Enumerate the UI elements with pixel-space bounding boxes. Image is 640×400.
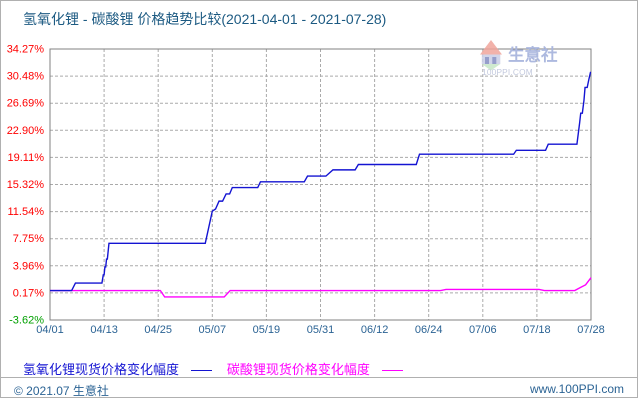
svg-text:07/18: 07/18 [523, 324, 551, 336]
svg-text:07/06: 07/06 [469, 324, 497, 336]
svg-text:0.17%: 0.17% [13, 287, 44, 299]
svg-text:06/24: 06/24 [415, 324, 443, 336]
svg-text:05/07: 05/07 [199, 324, 227, 336]
svg-text:7.75%: 7.75% [13, 233, 44, 245]
svg-text:3.96%: 3.96% [13, 260, 44, 272]
svg-text:06/12: 06/12 [361, 324, 389, 336]
svg-text:15.32%: 15.32% [7, 179, 45, 191]
svg-text:100PPI.COM: 100PPI.COM [482, 67, 533, 77]
svg-text:04/25: 04/25 [144, 324, 172, 336]
svg-text:34.27%: 34.27% [7, 44, 45, 56]
svg-text:19.11%: 19.11% [8, 152, 45, 164]
svg-text:30.48%: 30.48% [7, 71, 45, 83]
svg-text:04/13: 04/13 [90, 324, 118, 336]
svg-text:05/19: 05/19 [253, 324, 281, 336]
svg-text:生意社: 生意社 [508, 45, 558, 65]
svg-text:11.54%: 11.54% [8, 206, 45, 218]
svg-text:22.90%: 22.90% [7, 125, 45, 137]
svg-text:04/01: 04/01 [36, 324, 64, 336]
svg-text:26.69%: 26.69% [7, 98, 45, 110]
svg-text:07/28: 07/28 [577, 324, 605, 336]
svg-text:05/31: 05/31 [307, 324, 335, 336]
